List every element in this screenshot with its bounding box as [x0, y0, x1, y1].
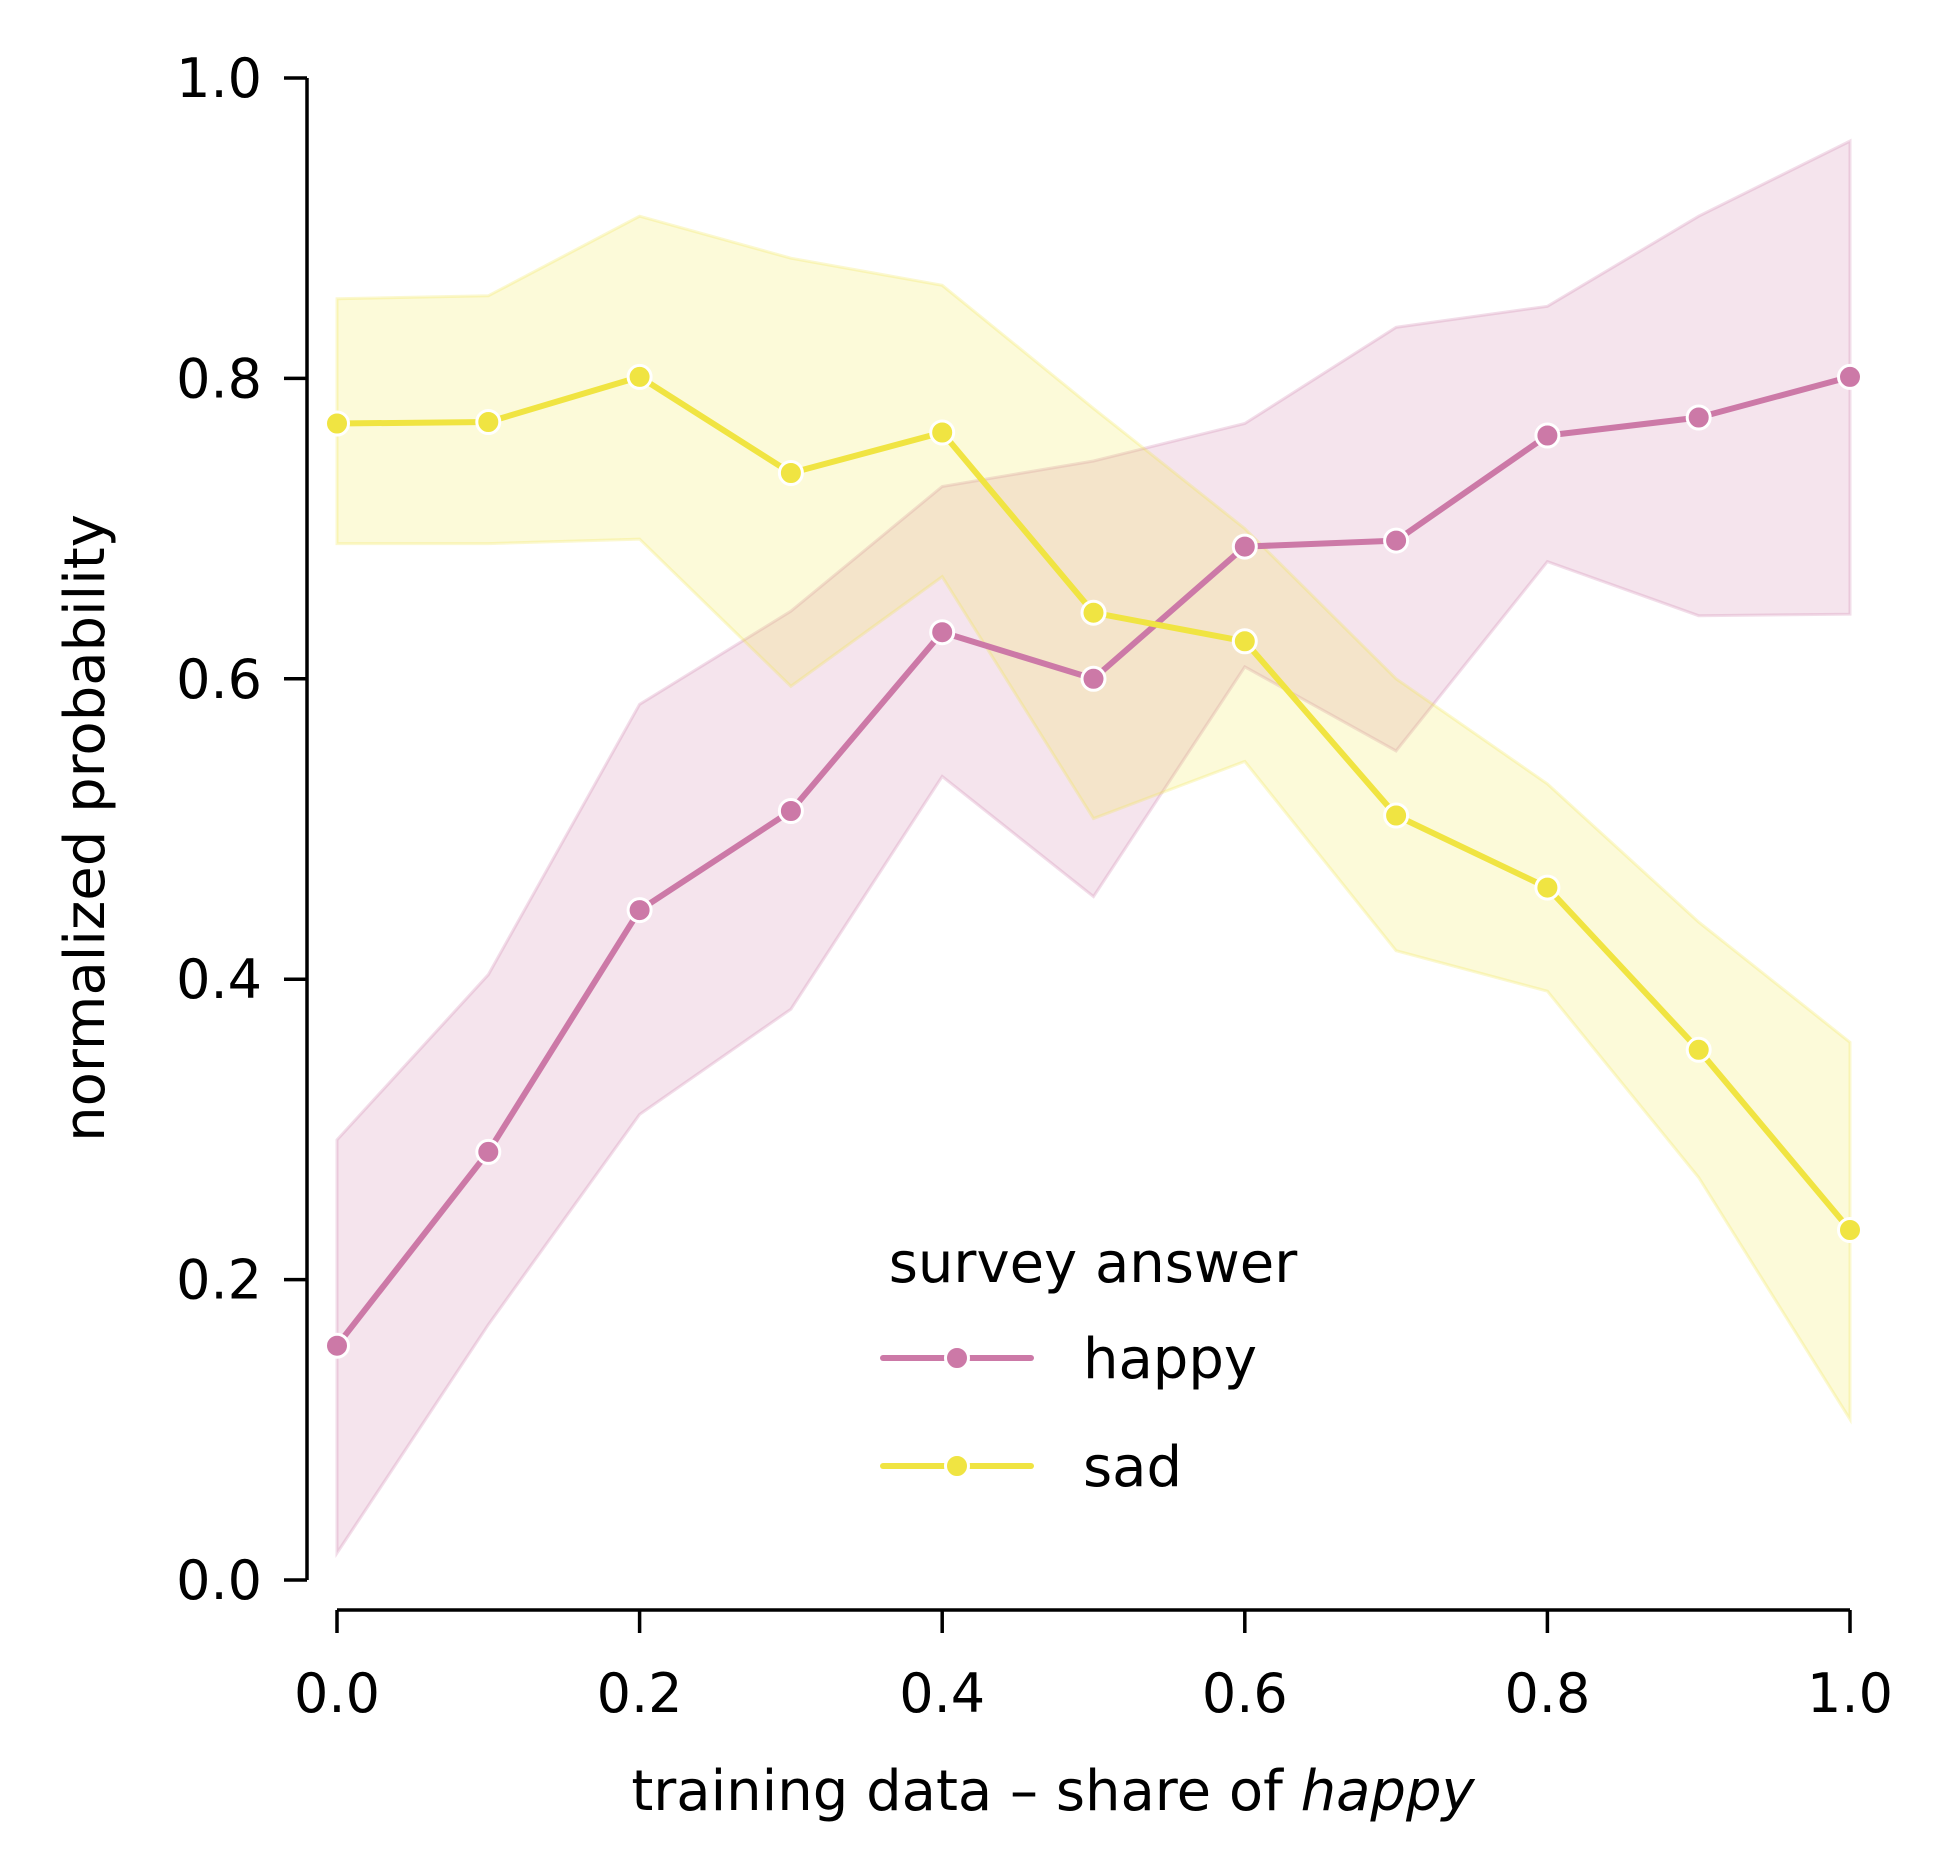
legend-marker-sad	[944, 1453, 970, 1479]
band-sad	[335, 214, 1852, 1425]
point-happy-6	[1231, 533, 1258, 560]
y-tick-label-4: 0.8	[176, 347, 262, 410]
x-tick-label-0: 0.0	[294, 1662, 380, 1725]
x-axis-label: training data – share of happy	[631, 1759, 1475, 1824]
series-markers	[324, 363, 1863, 1359]
x-tick-label-4: 0.8	[1504, 1662, 1590, 1725]
x-axis-label-main: training data – share of	[631, 1759, 1300, 1824]
point-sad-0	[324, 410, 350, 437]
point-sad-1	[475, 409, 502, 435]
point-happy-7	[1383, 527, 1410, 554]
legend-label-sad: sad	[1083, 1435, 1182, 1500]
legend: survey answer happy sad	[880, 1231, 1298, 1500]
point-sad-10	[1837, 1217, 1863, 1243]
legend-title: survey answer	[889, 1231, 1298, 1296]
legend-marker-happy	[944, 1345, 970, 1371]
x-tick-label-3: 0.6	[1202, 1662, 1288, 1725]
point-happy-2	[626, 897, 653, 924]
point-sad-8	[1534, 874, 1561, 901]
x-tick-label-5: 1.0	[1807, 1662, 1893, 1725]
x-ticks: 0.0 0.2 0.4 0.6 0.8 1.0	[294, 1610, 1893, 1725]
legend-items: happy sad	[880, 1327, 1257, 1500]
point-happy-0	[324, 1332, 350, 1359]
point-happy-5	[1080, 665, 1107, 692]
point-happy-9	[1685, 404, 1712, 431]
point-sad-4	[929, 419, 956, 446]
point-happy-3	[777, 798, 804, 824]
y-tick-label-3: 0.6	[176, 648, 262, 711]
y-tick-label-0: 0.0	[176, 1549, 262, 1612]
point-happy-1	[475, 1138, 502, 1165]
point-sad-3	[777, 460, 804, 486]
x-axis-label-emphasis: happy	[1301, 1759, 1476, 1824]
point-happy-10	[1837, 363, 1863, 390]
point-sad-2	[626, 363, 653, 390]
y-axis-label: normalized probability	[53, 514, 118, 1142]
point-sad-6	[1231, 628, 1258, 655]
y-tick-label-5: 1.0	[176, 47, 262, 110]
y-tick-label-1: 0.2	[176, 1249, 262, 1312]
legend-label-happy: happy	[1083, 1327, 1257, 1392]
point-happy-4	[929, 619, 956, 646]
confidence-bands	[335, 138, 1852, 1558]
x-tick-label-2: 0.4	[899, 1662, 985, 1725]
point-happy-8	[1534, 422, 1561, 449]
y-ticks: 0.0 0.2 0.4 0.6 0.8 1.0	[176, 47, 307, 1612]
point-sad-9	[1685, 1036, 1712, 1063]
band-happy	[335, 138, 1852, 1558]
point-sad-7	[1383, 802, 1410, 829]
y-tick-label-2: 0.4	[176, 948, 262, 1011]
x-tick-label-1: 0.2	[597, 1662, 683, 1725]
point-sad-5	[1080, 599, 1107, 626]
